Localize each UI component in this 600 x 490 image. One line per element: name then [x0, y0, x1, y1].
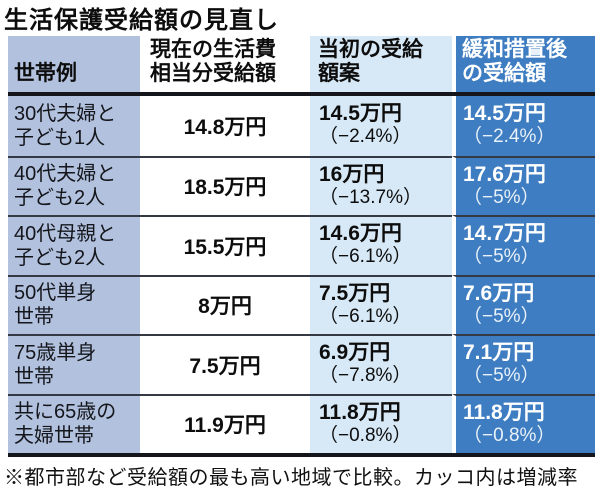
initial-amount-cell: 14.5万円 （−2.4%） [310, 96, 452, 156]
household-cell: 40代母親と 子ども2人 [8, 215, 140, 275]
amount-change: （−5%） [463, 186, 540, 208]
page-title: 生活保護受給額の見直し [4, 7, 279, 34]
current-amount-cell: 7.5万円 [140, 334, 310, 394]
amount-change: （−0.8%） [463, 424, 556, 446]
amount-value: 11.8万円 [319, 400, 401, 424]
household-cell: 30代夫婦と 子ども1人 [8, 96, 140, 156]
household-line: 世帯 [14, 365, 54, 388]
household-line: 40代夫婦と [14, 163, 117, 186]
household-line: 子ども2人 [14, 187, 106, 210]
amount-change: （−0.8%） [319, 424, 412, 446]
header-current-amount: 現在の生活費 相当分受給額 [140, 36, 310, 92]
amount-value: 7.1万円 [463, 341, 535, 365]
current-amount-cell: 11.9万円 [140, 393, 310, 453]
household-line: 75歳単身 [14, 341, 97, 364]
initial-amount-cell: 14.6万円 （−6.1%） [310, 215, 452, 275]
initial-amount-cell: 6.9万円 （−7.8%） [310, 334, 452, 394]
current-amount-cell: 14.8万円 [140, 96, 310, 156]
amount-value: 14.5万円 [463, 102, 546, 126]
amount-change: （−5%） [463, 246, 540, 268]
amount-change: （−6.1%） [319, 246, 412, 268]
header-household: 世帯例 [8, 36, 140, 92]
current-amount-cell: 15.5万円 [140, 215, 310, 275]
amount-value: 14.5万円 [319, 102, 402, 126]
mitigated-amount-cell: 11.8万円 （−0.8%） [452, 393, 595, 453]
mitigated-amount-cell: 7.6万円 （−5%） [452, 274, 595, 334]
household-cell: 50代単身 世帯 [8, 274, 140, 334]
amount-value: 14.7万円 [463, 222, 546, 246]
bottom-rule [8, 453, 595, 457]
amount-change: （−2.4%） [463, 126, 556, 148]
household-cell: 40代夫婦と 子ども2人 [8, 155, 140, 215]
household-line: 40代母親と [14, 222, 117, 245]
amount-value: 16万円 [319, 162, 385, 186]
amount-change: （−5%） [463, 305, 540, 327]
household-line: 共に65歳の [14, 401, 117, 424]
household-line: 50代単身 [14, 282, 97, 305]
amount-value: 6.9万円 [319, 341, 391, 365]
amount-change: （−7.8%） [319, 365, 412, 387]
amount-value: 7.5万円 [319, 281, 391, 305]
mitigated-amount-cell: 7.1万円 （−5%） [452, 334, 595, 394]
household-line: 子ども2人 [14, 246, 106, 269]
header-line: 当初の受給 [318, 37, 423, 61]
header-line: 相当分受給額 [150, 62, 276, 86]
header-line: 世帯例 [14, 62, 77, 86]
current-amount-cell: 18.5万円 [140, 155, 310, 215]
household-cell: 75歳単身 世帯 [8, 334, 140, 394]
header-line: 現在の生活費 [150, 37, 276, 61]
mitigated-amount-cell: 17.6万円 （−5%） [452, 155, 595, 215]
mitigated-amount-cell: 14.5万円 （−2.4%） [452, 96, 595, 156]
initial-amount-cell: 11.8万円 （−0.8%） [310, 393, 452, 453]
amount-change: （−5%） [463, 365, 540, 387]
mitigated-amount-cell: 14.7万円 （−5%） [452, 215, 595, 275]
amount-change: （−13.7%） [319, 186, 422, 208]
initial-amount-cell: 7.5万円 （−6.1%） [310, 274, 452, 334]
household-cell: 共に65歳の 夫婦世帯 [8, 393, 140, 453]
household-line: 30代夫婦と [14, 102, 117, 125]
header-line: の受給額 [462, 62, 546, 86]
header-initial-amount: 当初の受給 額案 [310, 36, 452, 92]
amount-value: 14.6万円 [319, 222, 402, 246]
footnote: ※都市部など受給額の最も高い地域で比較。カッコ内は増減率 [4, 467, 578, 489]
household-line: 夫婦世帯 [14, 425, 94, 448]
benefits-table: 世帯例 現在の生活費 相当分受給額 当初の受給 額案 緩和措置後 の受給額 30… [8, 36, 595, 457]
amount-value: 7.6万円 [463, 281, 535, 305]
amount-value: 17.6万円 [463, 162, 546, 186]
current-amount-cell: 8万円 [140, 274, 310, 334]
amount-value: 11.8万円 [463, 400, 545, 424]
header-rule [8, 92, 595, 96]
header-line: 額案 [318, 62, 360, 86]
header-mitigated-amount: 緩和措置後 の受給額 [452, 36, 595, 92]
amount-change: （−2.4%） [319, 126, 412, 148]
household-line: 子ども1人 [14, 126, 106, 149]
household-line: 世帯 [14, 306, 54, 329]
header-line: 緩和措置後 [462, 37, 567, 61]
initial-amount-cell: 16万円 （−13.7%） [310, 155, 452, 215]
amount-change: （−6.1%） [319, 305, 412, 327]
